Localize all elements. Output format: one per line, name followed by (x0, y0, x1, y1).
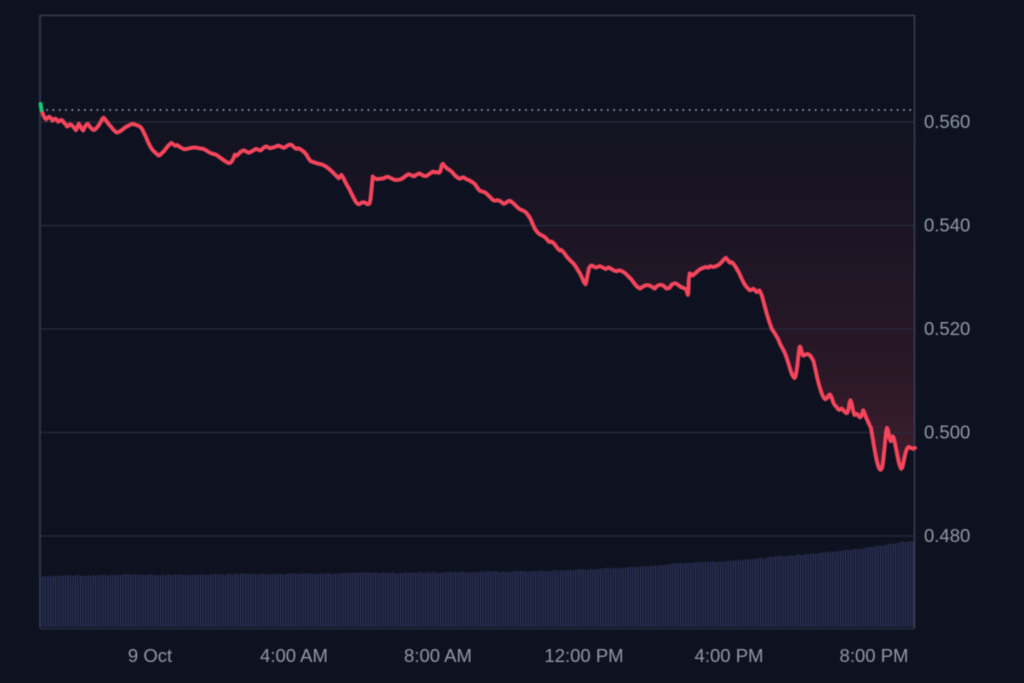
svg-text:0.500: 0.500 (924, 421, 970, 442)
svg-text:8:00 PM: 8:00 PM (840, 645, 909, 666)
svg-text:0.480: 0.480 (924, 525, 970, 546)
svg-text:8:00 AM: 8:00 AM (404, 645, 472, 666)
svg-text:12:00 PM: 12:00 PM (544, 645, 623, 666)
svg-text:4:00 PM: 4:00 PM (695, 645, 764, 666)
svg-text:9 Oct: 9 Oct (128, 645, 172, 666)
svg-text:0.560: 0.560 (924, 111, 970, 132)
svg-text:0.540: 0.540 (924, 214, 970, 235)
svg-text:4:00 AM: 4:00 AM (260, 645, 328, 666)
svg-text:0.520: 0.520 (924, 318, 970, 339)
